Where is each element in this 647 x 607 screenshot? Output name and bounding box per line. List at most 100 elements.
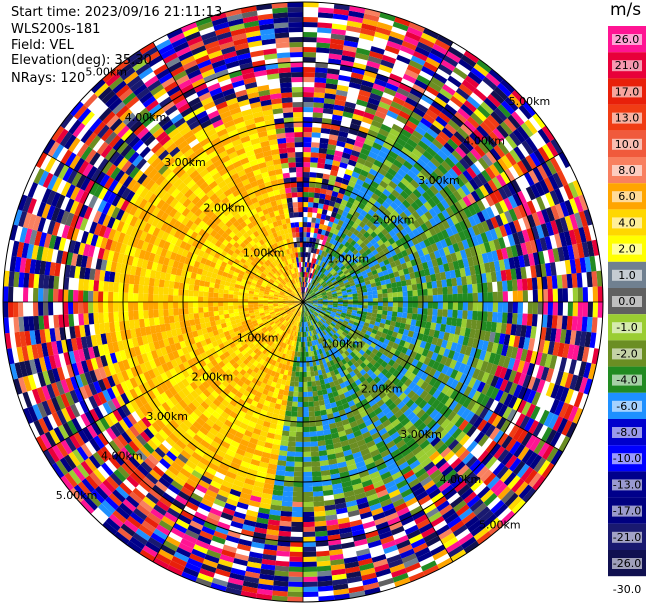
range-gate: [249, 351, 257, 358]
range-gate: [366, 241, 373, 249]
range-gate: [475, 273, 483, 284]
range-gate: [306, 222, 312, 228]
range-gate: [293, 330, 297, 337]
range-gate: [389, 30, 406, 41]
range-gate: [334, 283, 340, 288]
range-gate: [524, 469, 538, 485]
range-gate: [421, 191, 432, 202]
range-gate: [324, 277, 330, 282]
range-gate: [293, 303, 299, 305]
range-gate: [155, 524, 171, 536]
range-gate: [407, 390, 416, 400]
range-gate: [520, 266, 527, 280]
range-gate: [258, 331, 265, 337]
range-gate: [393, 197, 402, 207]
range-gate: [388, 325, 395, 332]
range-gate: [373, 159, 383, 168]
range-gate: [211, 535, 226, 545]
range-gate: [430, 48, 446, 60]
range-gate: [227, 348, 235, 355]
range-gate: [305, 316, 308, 322]
range-gate: [362, 143, 373, 152]
range-gate: [213, 378, 222, 387]
range-gate: [517, 373, 527, 387]
range-gate: [161, 425, 173, 437]
range-gate: [346, 324, 353, 330]
range-gate: [333, 282, 339, 287]
range-gate: [280, 342, 285, 348]
range-gate: [80, 443, 93, 458]
range-gate: [427, 396, 437, 406]
range-gate: [370, 415, 380, 424]
range-gate: [320, 325, 326, 331]
range-gate: [191, 548, 207, 559]
range-gate: [343, 106, 355, 114]
range-gate: [540, 366, 550, 381]
range-gate: [304, 306, 307, 312]
range-gate: [576, 242, 585, 259]
range-gate: [394, 206, 404, 216]
range-gate: [527, 214, 537, 228]
range-gate: [192, 420, 203, 431]
range-gate: [398, 269, 405, 277]
range-gate: [490, 375, 500, 388]
range-gate: [80, 360, 90, 374]
range-gate: [378, 466, 390, 476]
range-gate: [196, 354, 204, 362]
range-gate: [403, 255, 411, 263]
range-gate: [401, 40, 417, 51]
range-gate: [578, 226, 587, 243]
range-gate: [225, 376, 233, 384]
range-gate: [41, 385, 51, 401]
range-gate: [491, 414, 503, 428]
range-gate: [331, 165, 340, 172]
range-gate: [103, 414, 115, 428]
range-gate: [86, 424, 98, 439]
range-gate: [111, 397, 122, 410]
range-gate: [81, 478, 95, 493]
range-gate: [440, 238, 448, 249]
range-gate: [272, 376, 279, 383]
range-gate: [260, 316, 267, 321]
range-gate: [225, 586, 242, 596]
range-gate: [375, 281, 382, 287]
range-gate: [391, 210, 400, 219]
range-gate: [224, 317, 231, 323]
range-gate: [269, 321, 275, 326]
range-gate: [248, 334, 255, 341]
range-gate: [404, 225, 413, 234]
range-gate: [243, 519, 257, 527]
range-gate: [231, 336, 239, 342]
range-gate: [529, 152, 542, 167]
range-gate: [320, 280, 326, 286]
range-gate: [300, 321, 302, 327]
range-gate: [275, 398, 283, 405]
range-gate: [571, 273, 578, 288]
range-gate: [321, 479, 332, 486]
range-gate: [337, 295, 343, 299]
range-gate: [205, 489, 218, 499]
range-gate: [261, 318, 268, 323]
range-gate: [476, 211, 486, 223]
range-gate: [443, 332, 450, 341]
range-gate: [164, 389, 174, 399]
range-gate: [413, 418, 424, 429]
range-gate: [546, 141, 559, 157]
range-gate: [275, 382, 282, 389]
range-gate: [274, 570, 289, 577]
range-gate: [466, 193, 477, 205]
range-gate: [247, 374, 254, 382]
range-gate: [290, 411, 298, 417]
range-gate: [387, 329, 394, 337]
range-gate: [313, 97, 325, 104]
range-gate: [357, 405, 366, 414]
range-gate: [139, 480, 152, 493]
range-gate: [454, 416, 465, 428]
range-gate: [380, 235, 388, 244]
range-gate: [328, 139, 338, 146]
range-gate: [283, 305, 289, 308]
range-gate: [284, 315, 289, 320]
range-gate: [363, 13, 380, 22]
range-gate: [310, 162, 318, 168]
range-gate: [368, 323, 375, 329]
